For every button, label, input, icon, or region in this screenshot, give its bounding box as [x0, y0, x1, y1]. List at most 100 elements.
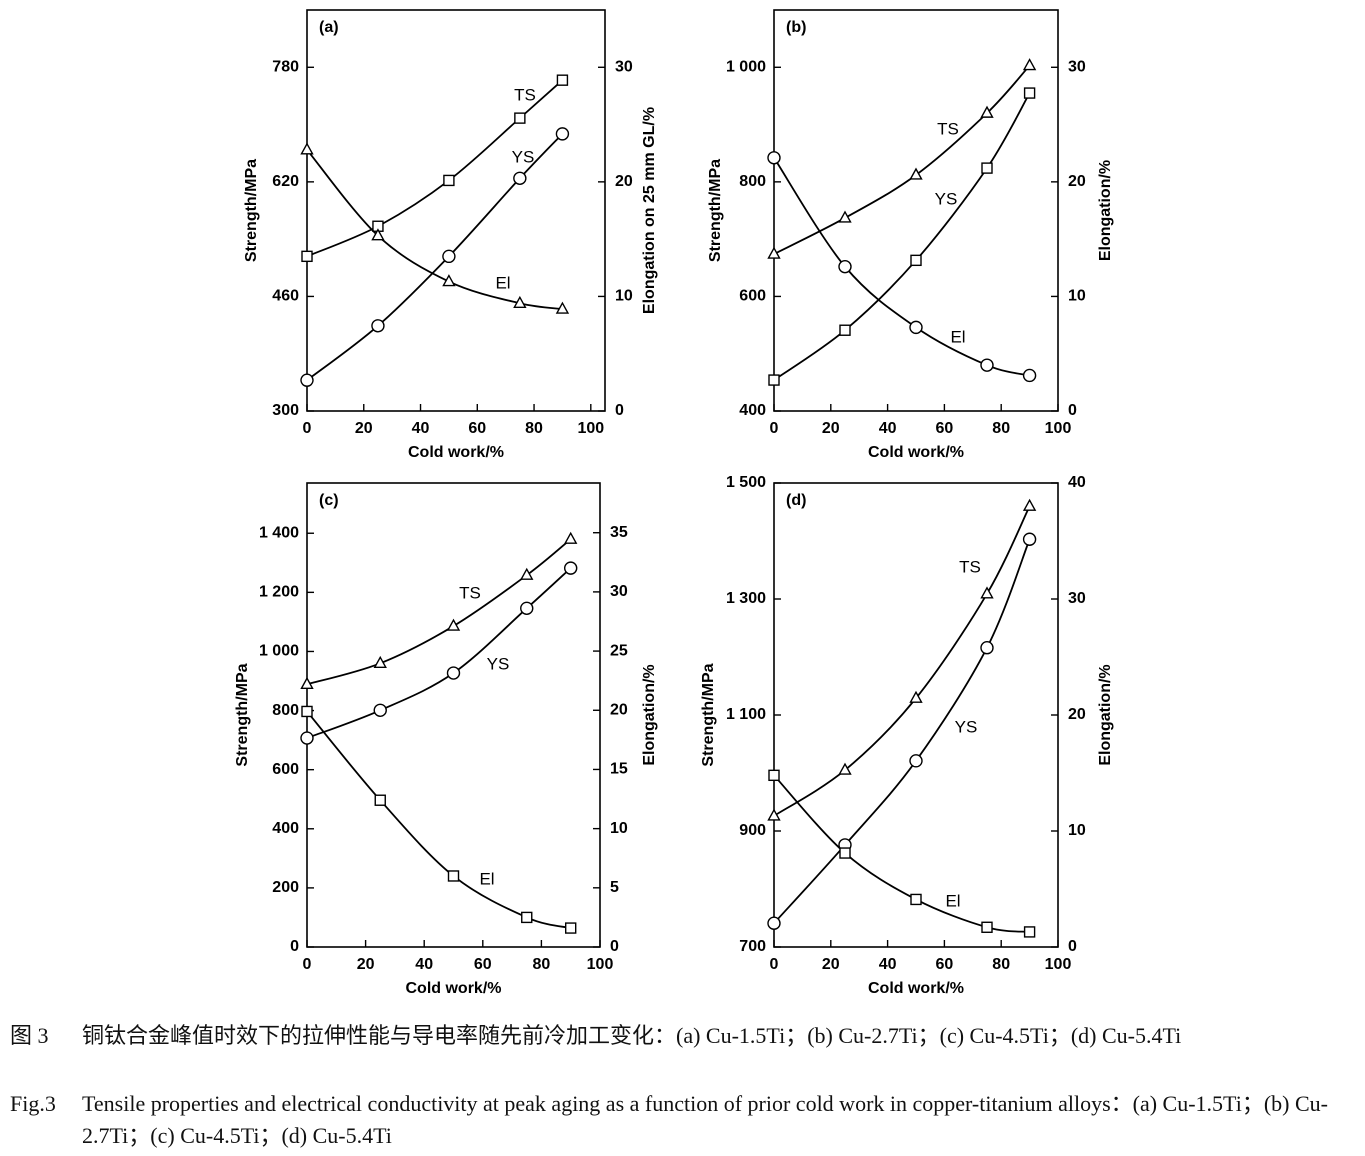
marker [565, 922, 577, 934]
marker [980, 358, 994, 372]
series-line [773, 92, 1031, 381]
y2-tick-label: 20 [610, 701, 628, 718]
x-tick-label: 20 [357, 956, 375, 973]
marker [1022, 368, 1037, 383]
y-axis-title: Strength/MPa [234, 663, 251, 766]
x-tick-label: 80 [992, 956, 1010, 973]
x-axis-title: Cold work/% [405, 980, 501, 997]
series-name: YS [487, 654, 510, 673]
x-axis-title: Cold work/% [408, 444, 504, 461]
y-tick-label: 300 [272, 402, 299, 419]
marker [442, 249, 456, 264]
marker [446, 666, 461, 680]
x-axis-title: Cold work/% [868, 980, 964, 997]
panel-label: (a) [319, 19, 339, 36]
x-tick-label: 60 [936, 420, 954, 437]
series-line [773, 505, 1031, 817]
x-tick-label: 0 [770, 420, 779, 437]
y-tick-label: 1 500 [726, 474, 766, 491]
marker [980, 641, 994, 655]
y2-axis-title: Elongation on 25 mm GL/% [641, 107, 658, 314]
marker [301, 705, 313, 718]
marker [909, 754, 923, 768]
marker [442, 274, 456, 287]
marker [564, 561, 578, 575]
series-line [306, 133, 564, 381]
series-name: TS [514, 85, 536, 104]
marker [371, 228, 385, 241]
plot-frame [773, 9, 1059, 412]
marker [374, 794, 386, 806]
y-tick-label: 600 [739, 288, 766, 305]
marker [980, 105, 994, 118]
marker [839, 847, 851, 859]
caption-label: Fig.3 [10, 1091, 56, 1116]
x-axis-title: Cold work/% [868, 444, 964, 461]
x-tick-label: 80 [525, 420, 543, 437]
series-line [773, 64, 1031, 255]
y-tick-label: 600 [272, 761, 299, 778]
series-name: YS [512, 147, 535, 166]
marker [520, 601, 534, 616]
y-tick-label: 800 [739, 173, 766, 190]
marker [981, 162, 993, 174]
y2-tick-label: 30 [1068, 59, 1086, 76]
y-tick-label: 200 [272, 879, 299, 896]
marker [513, 295, 527, 309]
y-tick-label: 800 [272, 702, 299, 719]
marker [514, 112, 526, 124]
marker [1023, 926, 1036, 938]
x-tick-label: 40 [879, 956, 897, 973]
marker [980, 586, 994, 599]
marker [373, 703, 387, 717]
x-tick-label: 20 [822, 956, 840, 973]
y-tick-label: 1 400 [259, 524, 299, 541]
marker [910, 254, 922, 267]
marker [556, 74, 569, 86]
x-tick-label: 0 [770, 956, 779, 973]
x-tick-label: 40 [412, 420, 430, 437]
caption-text: 铜钛合金峰值时效下的拉伸性能与导电率随先前冷加工变化：(a) Cu-1.5Ti；… [82, 1023, 1182, 1048]
marker [443, 174, 455, 187]
y2-tick-label: 10 [610, 820, 628, 837]
y-tick-label: 1 200 [259, 584, 299, 601]
panel-label: (b) [786, 19, 806, 36]
marker [1022, 498, 1037, 511]
x-tick-label: 20 [822, 420, 840, 437]
series-name: El [950, 327, 965, 346]
marker [521, 911, 533, 924]
y2-tick-label: 0 [610, 938, 619, 955]
marker [564, 531, 578, 544]
x-tick-label: 100 [587, 956, 614, 973]
y2-tick-label: 30 [615, 59, 633, 76]
y-axis-title: Strength/MPa [707, 159, 724, 262]
panel-label: (c) [319, 492, 339, 509]
y2-axis-title: Elongation/% [641, 664, 658, 765]
y2-tick-label: 20 [615, 173, 633, 190]
marker [300, 142, 314, 155]
series-name: El [479, 869, 494, 888]
y2-tick-label: 10 [615, 288, 633, 305]
marker [373, 655, 387, 668]
marker [909, 690, 923, 703]
y-tick-label: 1 100 [726, 706, 766, 723]
marker [838, 762, 852, 775]
marker [838, 259, 852, 274]
panel-label: (d) [786, 492, 806, 509]
y2-tick-label: 35 [610, 524, 628, 541]
x-tick-label: 100 [577, 420, 604, 437]
y-tick-label: 400 [739, 402, 766, 419]
marker [768, 374, 780, 386]
marker [520, 567, 534, 580]
y2-tick-label: 0 [1068, 402, 1077, 419]
y2-axis-title: Elongation/% [1097, 160, 1114, 261]
series-name: El [495, 273, 510, 292]
marker [513, 171, 527, 185]
marker [909, 167, 923, 180]
marker [838, 210, 852, 223]
series-line [306, 149, 563, 310]
y2-axis-title: Elongation/% [1097, 664, 1114, 765]
series-name: TS [937, 119, 959, 138]
marker [555, 301, 570, 314]
